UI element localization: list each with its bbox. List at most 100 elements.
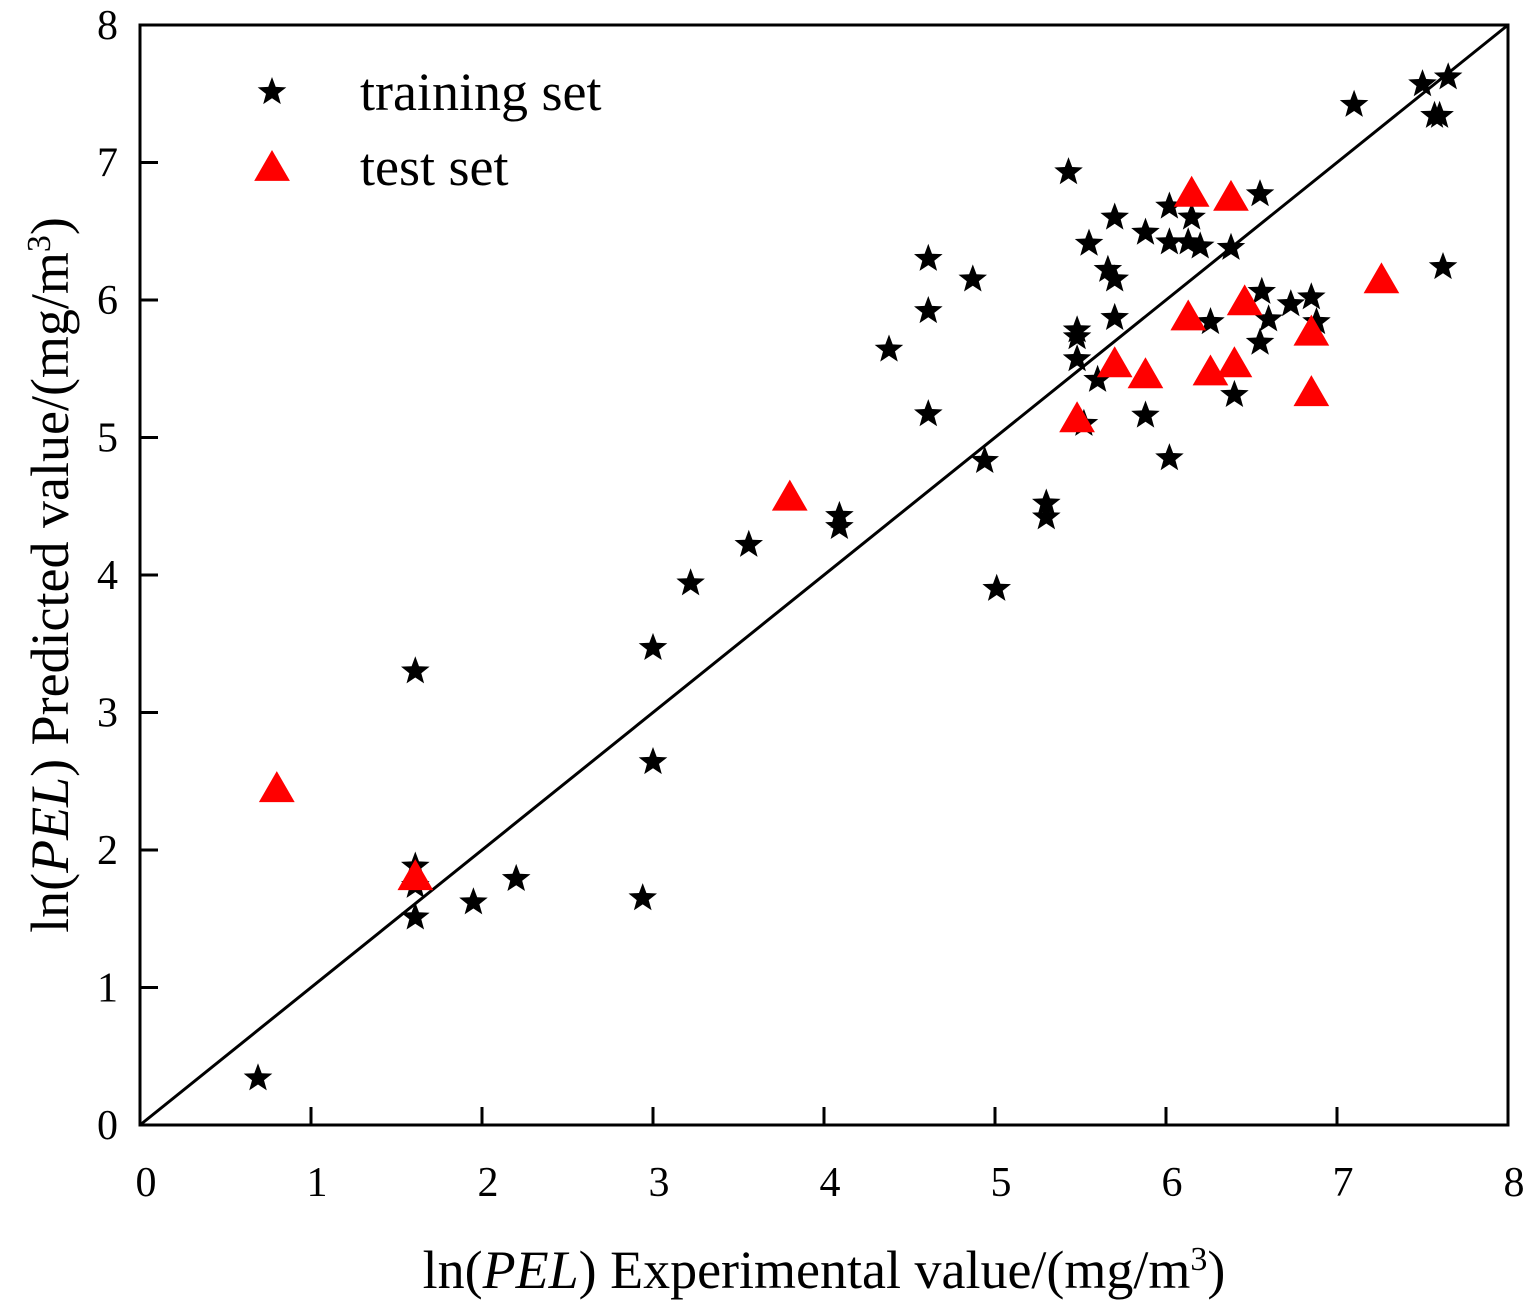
test-point-triangle bbox=[1173, 175, 1210, 207]
legend-triangle-marker bbox=[254, 150, 290, 181]
x-tick-label: 2 bbox=[478, 1160, 499, 1206]
training-point-star bbox=[734, 529, 763, 557]
test-point-triangle bbox=[1213, 179, 1249, 211]
y-tick-label: 7 bbox=[97, 141, 118, 187]
training-point-star bbox=[914, 399, 943, 427]
training-point-star bbox=[914, 243, 943, 271]
y-tick-label: 0 bbox=[97, 1103, 118, 1149]
training-point-star bbox=[1185, 231, 1215, 259]
test-point-triangle bbox=[1127, 357, 1164, 389]
training-point-star bbox=[970, 445, 999, 473]
series-test-set bbox=[258, 175, 1400, 891]
x-tick-label: 3 bbox=[649, 1160, 670, 1206]
training-point-star bbox=[1196, 307, 1225, 335]
training-point-star bbox=[1297, 282, 1326, 310]
test-point-triangle bbox=[1293, 314, 1330, 346]
training-point-star bbox=[1425, 100, 1454, 128]
y-tick-label: 2 bbox=[97, 828, 118, 874]
training-point-star bbox=[243, 1063, 273, 1091]
training-point-star bbox=[1433, 62, 1463, 90]
plot-frame bbox=[138, 23, 1510, 1127]
y-tick-label: 5 bbox=[97, 416, 118, 462]
reference-line-layer bbox=[139, 23, 1509, 1127]
training-point-star bbox=[1177, 202, 1206, 230]
legend-label: training set bbox=[360, 62, 601, 122]
test-point-triangle bbox=[1059, 401, 1095, 433]
training-point-star bbox=[676, 568, 705, 596]
training-point-star bbox=[459, 887, 488, 915]
training-point-star bbox=[1062, 322, 1092, 350]
training-point-star bbox=[1100, 264, 1129, 292]
test-point-triangle bbox=[258, 771, 295, 803]
training-point-star bbox=[638, 632, 668, 660]
x-tick-label: 7 bbox=[1333, 1160, 1354, 1206]
data-points-layer bbox=[243, 62, 1463, 1091]
training-point-star bbox=[638, 747, 668, 775]
training-point-star bbox=[401, 902, 430, 930]
training-point-star bbox=[825, 511, 854, 539]
training-point-star bbox=[1074, 228, 1104, 256]
training-point-star bbox=[1155, 443, 1184, 471]
x-tick-label: 1 bbox=[307, 1160, 328, 1206]
x-tick-label: 0 bbox=[136, 1160, 157, 1206]
legend: training set test set bbox=[254, 62, 601, 197]
legend-label: test set bbox=[360, 137, 508, 197]
training-point-star bbox=[1276, 289, 1306, 317]
test-point-triangle bbox=[1192, 354, 1229, 386]
x-tick-label: 8 bbox=[1504, 1160, 1525, 1206]
training-point-star bbox=[914, 296, 943, 324]
y-tick-label: 1 bbox=[97, 966, 118, 1012]
training-point-star bbox=[1245, 179, 1275, 207]
training-point-star bbox=[1247, 276, 1276, 304]
training-point-star bbox=[1339, 89, 1369, 117]
y-tick-label: 3 bbox=[97, 691, 118, 737]
test-point-triangle bbox=[397, 859, 434, 891]
x-tick-label: 4 bbox=[820, 1160, 841, 1206]
training-point-star bbox=[1032, 488, 1061, 516]
y-axis-title: ln(PEL) Predicted value/(mg/m3) bbox=[20, 217, 80, 933]
training-point-star bbox=[1254, 304, 1283, 332]
y-axis-ticks: 0 1 2 3 4 5 6 7 8 bbox=[97, 3, 158, 1149]
training-point-star bbox=[1302, 307, 1331, 335]
test-point-triangle bbox=[1363, 262, 1400, 294]
training-point-star bbox=[1054, 157, 1083, 185]
training-point-star bbox=[1428, 252, 1458, 280]
training-point-star bbox=[1100, 202, 1129, 230]
training-point-star bbox=[1093, 254, 1123, 282]
training-point-star bbox=[958, 264, 987, 292]
training-point-star bbox=[1131, 400, 1160, 428]
training-point-star bbox=[1220, 379, 1249, 407]
test-point-triangle bbox=[1293, 375, 1330, 407]
training-point-star bbox=[982, 573, 1011, 601]
training-point-star bbox=[874, 334, 904, 362]
training-point-star bbox=[1245, 327, 1275, 355]
x-axis-ticks: 0 1 2 3 4 5 6 7 8 bbox=[136, 1107, 1525, 1206]
test-point-triangle bbox=[1216, 346, 1253, 378]
training-point-star bbox=[1155, 191, 1184, 219]
training-point-star bbox=[1083, 364, 1112, 392]
training-point-star bbox=[1408, 69, 1437, 97]
training-point-star bbox=[1100, 302, 1129, 330]
x-axis-title: ln(PEL) Experimental value/(mg/m3) bbox=[423, 1240, 1226, 1300]
training-point-star bbox=[1155, 227, 1184, 255]
legend-star-marker bbox=[257, 77, 287, 105]
training-point-star bbox=[1032, 502, 1061, 530]
test-point-triangle bbox=[771, 479, 808, 511]
training-point-star bbox=[1216, 232, 1246, 260]
test-point-triangle bbox=[1096, 346, 1133, 378]
y-tick-label: 4 bbox=[97, 553, 118, 599]
x-tick-label: 6 bbox=[1162, 1160, 1183, 1206]
test-point-triangle bbox=[1170, 299, 1207, 331]
test-point-triangle bbox=[1226, 284, 1263, 316]
reference-line-y-equals-x bbox=[139, 23, 1509, 1127]
training-point-star bbox=[401, 656, 430, 684]
training-point-star bbox=[1131, 217, 1160, 245]
training-point-star bbox=[501, 863, 531, 891]
training-point-star bbox=[628, 883, 657, 911]
series-training-set bbox=[243, 62, 1463, 1091]
training-point-star bbox=[1062, 344, 1092, 372]
training-point-star bbox=[1174, 227, 1203, 255]
y-tick-label: 8 bbox=[97, 3, 118, 49]
x-tick-label: 5 bbox=[991, 1160, 1012, 1206]
